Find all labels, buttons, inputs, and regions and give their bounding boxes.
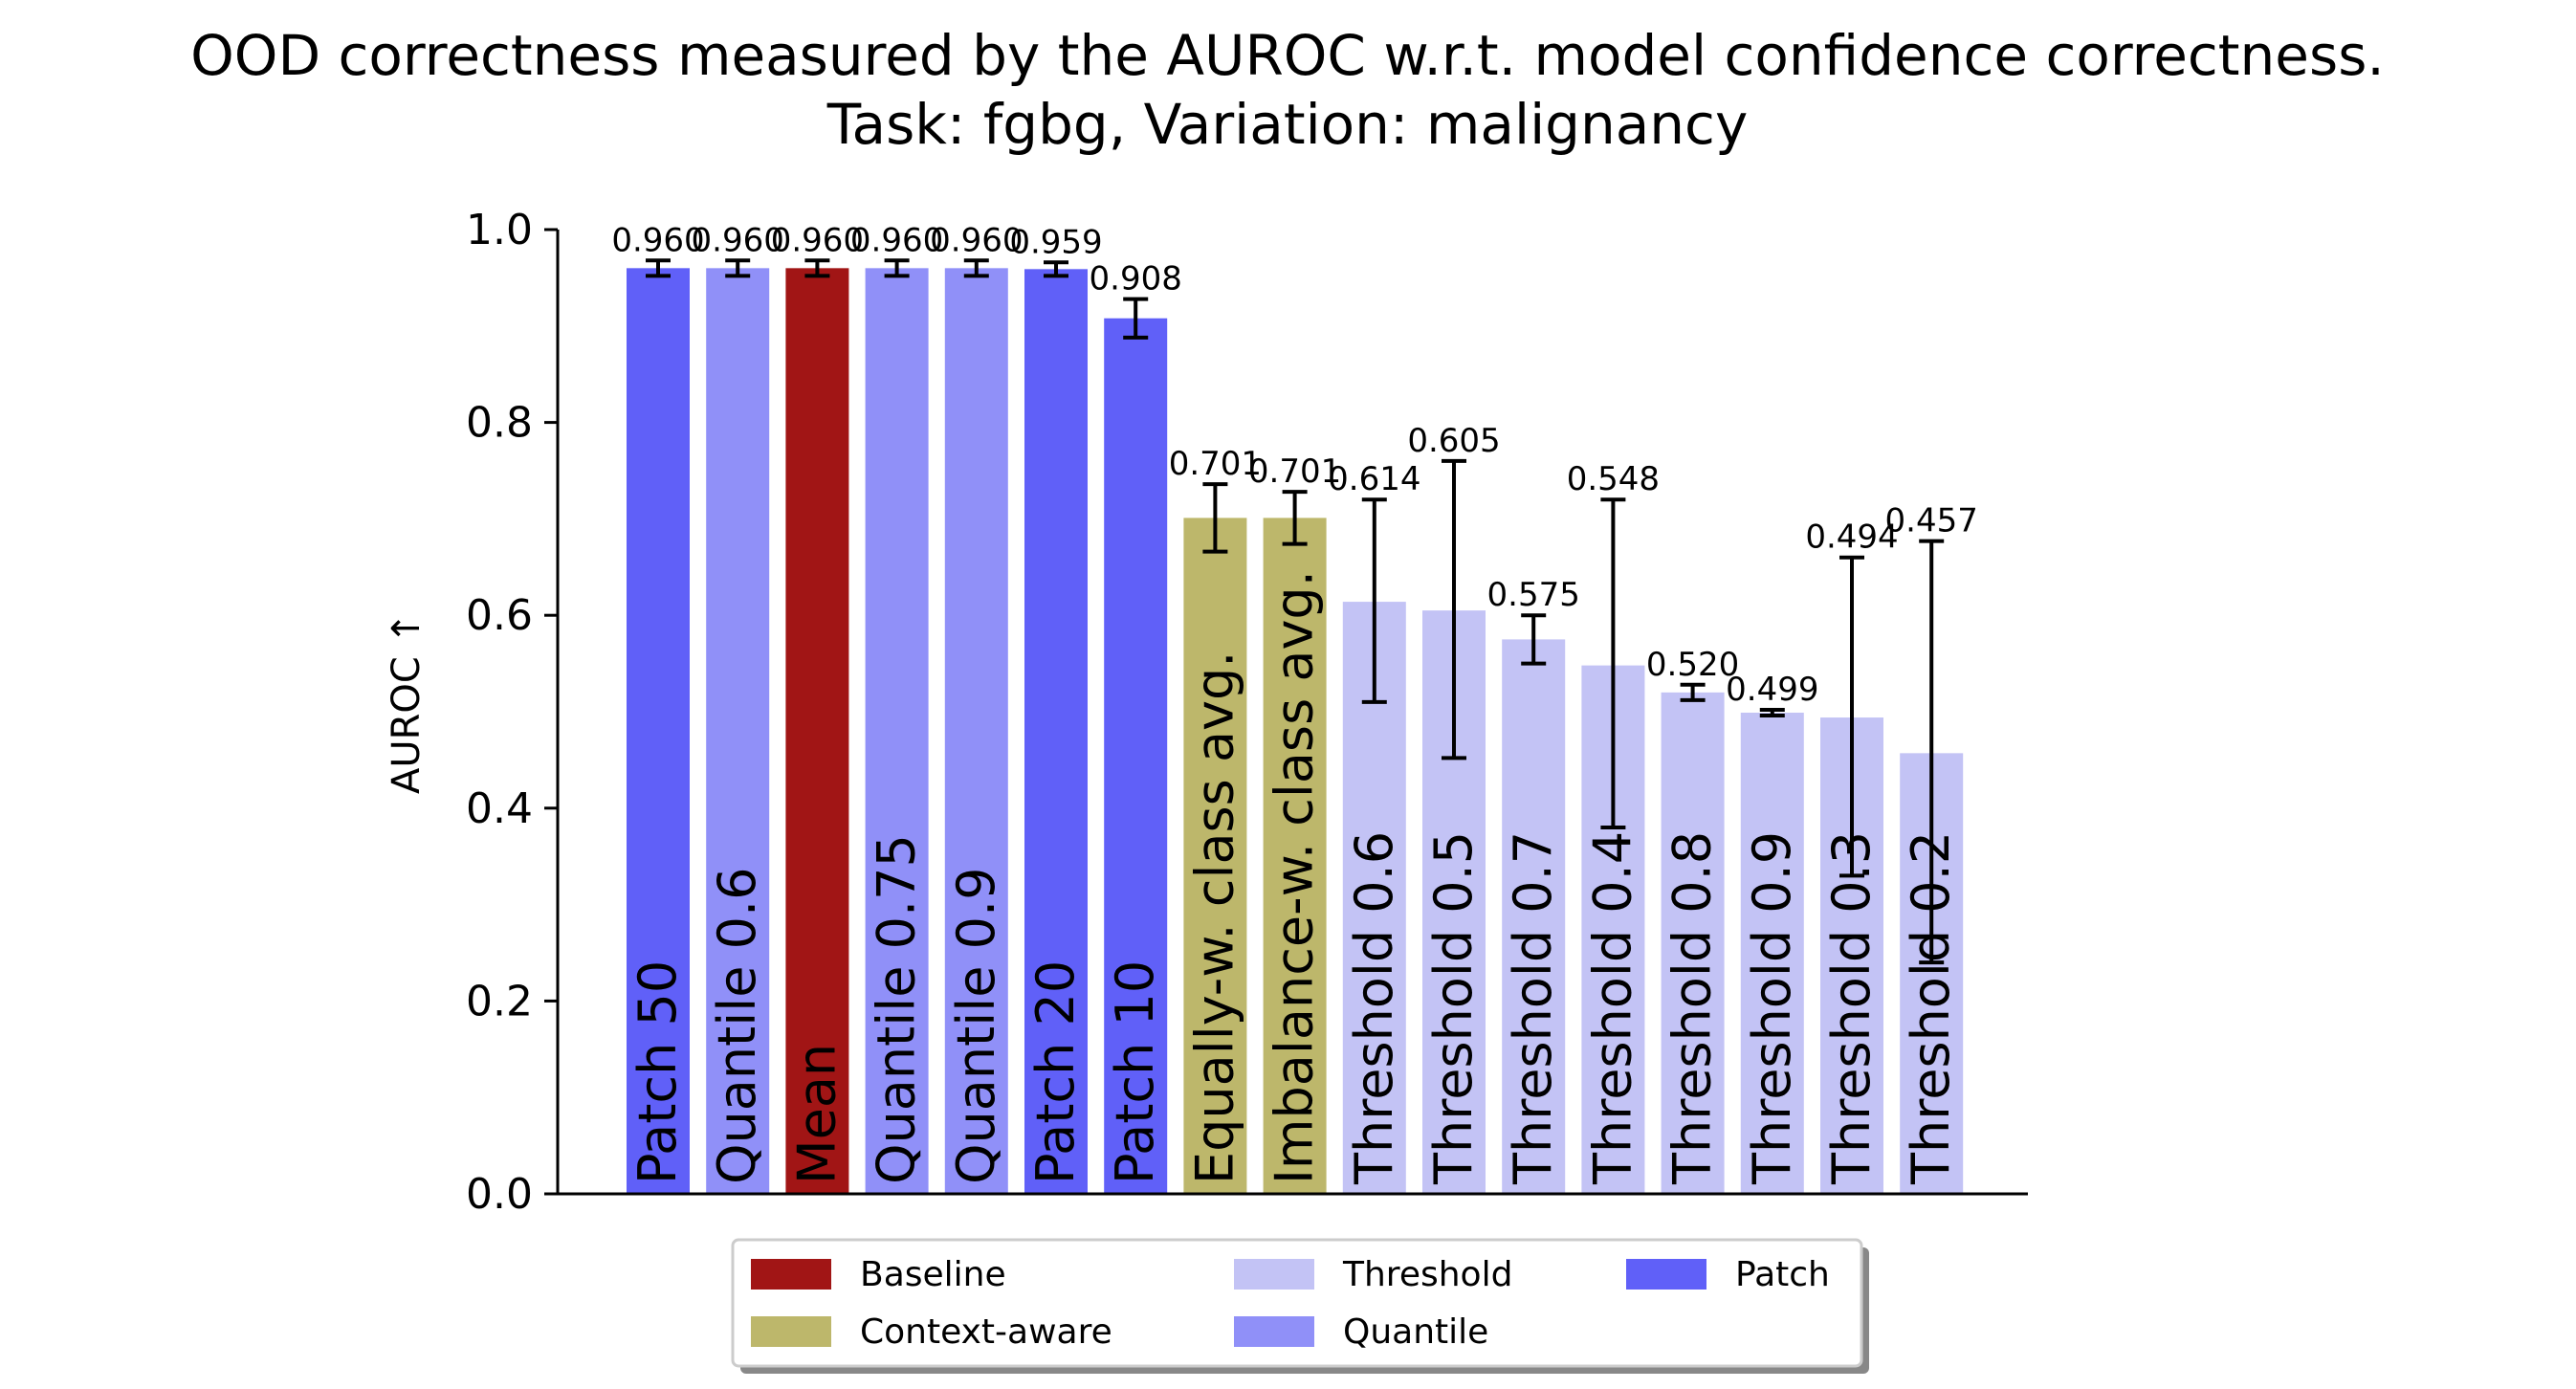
- category-label: Quantile 0.75: [867, 834, 927, 1184]
- plot-area: 0.960 Patch 50 0.960 Quantile 0.6 0.960 Mean 0…: [611, 221, 1978, 1195]
- value-label: 0.457: [1885, 502, 1978, 540]
- category-label: Patch 50: [627, 960, 688, 1184]
- bar-equally-w-class-avg: [1183, 518, 1247, 1194]
- value-label: 0.605: [1407, 422, 1500, 460]
- value-label: 0.960: [930, 221, 1023, 259]
- category-label: Threshold 0.2: [1901, 831, 1961, 1185]
- legend-swatch-context-aware: [751, 1316, 831, 1347]
- category-label: Imbalance-w. class avg.: [1265, 570, 1325, 1184]
- chart-title: OOD correctness measured by the AUROC w.…: [190, 23, 2385, 88]
- y-axis: 0.0 0.2 0.4 0.6 0.8 1.0: [466, 206, 2028, 1219]
- category-label: Quantile 0.9: [946, 868, 1006, 1185]
- category-label: Threshold 0.3: [1821, 831, 1882, 1185]
- category-label: Threshold 0.9: [1742, 831, 1802, 1185]
- bar-patch-20: [1024, 269, 1088, 1194]
- y-axis-label: AUROC ↑: [385, 612, 429, 794]
- bar-patch-10: [1104, 318, 1168, 1195]
- bar-threshold-0-8: [1661, 692, 1725, 1194]
- category-label: Threshold 0.8: [1662, 831, 1723, 1185]
- bar-quantile-0-6: [706, 268, 770, 1194]
- value-label: 0.614: [1328, 460, 1420, 498]
- bar-patch-50: [627, 268, 690, 1194]
- category-label: Threshold 0.6: [1344, 831, 1404, 1185]
- bar-quantile-0-75: [865, 268, 929, 1194]
- legend-swatch-baseline: [751, 1259, 831, 1290]
- bar-quantile-0-9: [944, 268, 1008, 1194]
- bar-threshold-0-7: [1502, 639, 1566, 1194]
- value-label: 0.499: [1726, 671, 1818, 709]
- legend-swatch-quantile: [1234, 1316, 1314, 1347]
- legend: Baseline Context-aware Threshold Quantile Pa…: [731, 1238, 1869, 1374]
- legend-label-quantile: Quantile: [1343, 1312, 1488, 1352]
- y-tick-label: 0.4: [466, 784, 533, 833]
- y-tick-label: 0.2: [466, 977, 533, 1025]
- legend-label-context-aware: Context-aware: [860, 1312, 1112, 1352]
- value-label: 0.520: [1646, 646, 1739, 684]
- value-label: 0.908: [1090, 260, 1182, 298]
- legend-label-patch: Patch: [1735, 1255, 1830, 1294]
- value-label: 0.701: [1248, 452, 1341, 491]
- y-tick-label: 0.0: [466, 1170, 533, 1219]
- value-label: 0.960: [850, 221, 943, 259]
- legend-box: [731, 1238, 1863, 1368]
- value-label: 0.548: [1567, 460, 1660, 498]
- legend-swatch-patch: [1626, 1259, 1706, 1290]
- bar-mean: [785, 268, 849, 1194]
- category-label: Quantile 0.6: [707, 868, 767, 1185]
- category-label: Threshold 0.5: [1423, 831, 1484, 1185]
- category-label: Threshold 0.7: [1503, 831, 1563, 1185]
- bar-imbalance-w-class-avg: [1263, 518, 1327, 1194]
- legend-label-baseline: Baseline: [860, 1255, 1006, 1294]
- value-label: 0.960: [771, 221, 864, 259]
- legend-swatch-threshold: [1234, 1259, 1314, 1290]
- y-tick-label: 1.0: [466, 206, 533, 254]
- category-label: Equally-w. class avg.: [1184, 651, 1244, 1184]
- value-label: 0.575: [1487, 576, 1580, 614]
- bar-threshold-0-9: [1740, 713, 1804, 1194]
- value-label: 0.959: [1009, 223, 1102, 261]
- category-label: Patch 10: [1105, 960, 1165, 1184]
- value-label: 0.960: [692, 221, 784, 259]
- legend-label-threshold: Threshold: [1342, 1255, 1512, 1294]
- value-label: 0.701: [1169, 445, 1262, 483]
- y-tick-label: 0.8: [466, 399, 533, 448]
- chart-subtitle: Task: fgbg, Variation: malignancy: [826, 92, 1749, 157]
- value-label: 0.960: [611, 221, 704, 259]
- y-tick-label: 0.6: [466, 591, 533, 640]
- value-label: 0.494: [1805, 518, 1898, 557]
- category-label: Patch 20: [1025, 960, 1086, 1184]
- category-label: Threshold 0.4: [1582, 831, 1642, 1185]
- category-label: Mean: [786, 1044, 847, 1184]
